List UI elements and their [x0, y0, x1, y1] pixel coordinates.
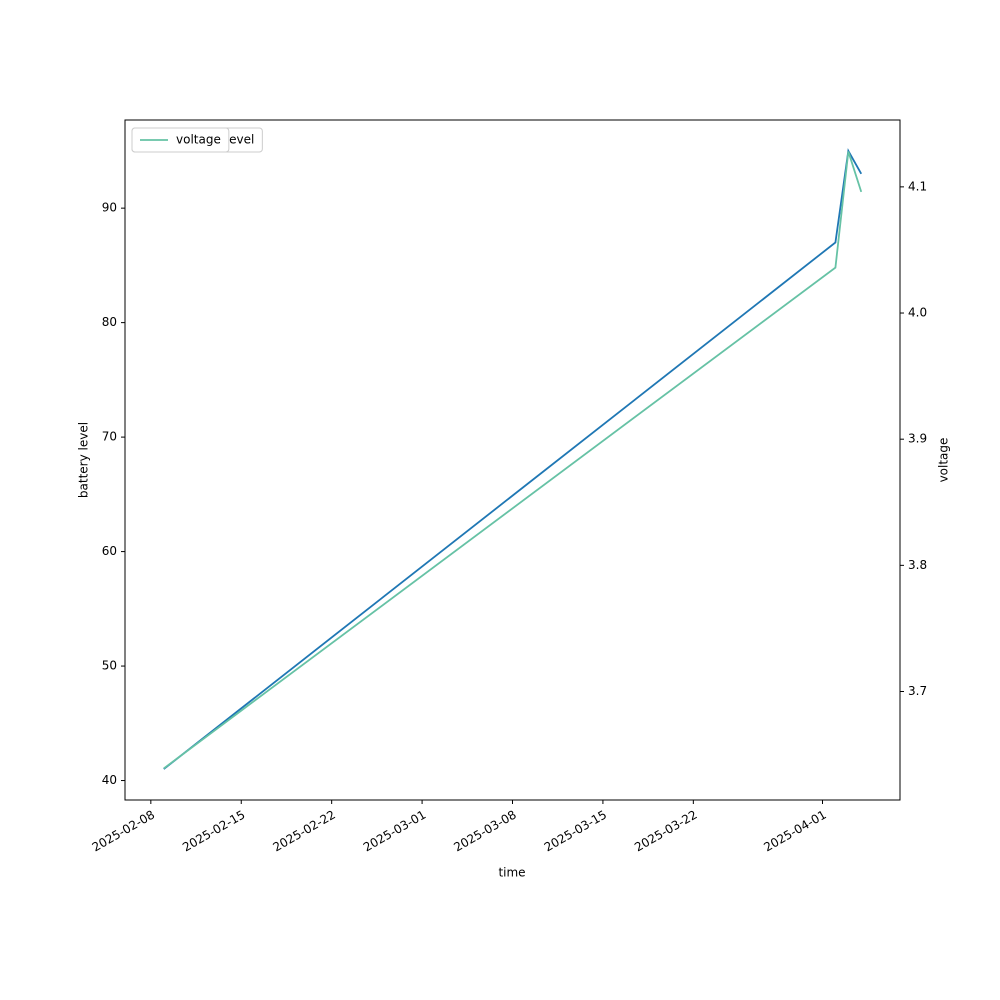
x-tick-label: 2025-02-22	[271, 808, 338, 855]
y2-tick-label: 4.1	[908, 179, 927, 193]
x-tick-label: 2025-03-15	[542, 808, 609, 855]
x-axis-label: time	[498, 866, 525, 880]
y-axis-label: battery level	[77, 422, 91, 498]
x-tick-label: 2025-02-15	[180, 808, 247, 855]
plot-frame	[124, 119, 901, 801]
y-tick-label: 50	[102, 659, 117, 673]
legend-box	[131, 127, 230, 153]
x-tick-label: 2025-04-01	[761, 808, 828, 855]
y2-axis-label: voltage	[937, 438, 951, 483]
y2-tick-label: 3.9	[908, 432, 927, 446]
legend-label: voltage	[176, 133, 221, 147]
y-tick-label: 70	[102, 430, 117, 444]
series-line	[163, 151, 863, 770]
x-tick-label: 2025-03-01	[361, 808, 428, 855]
y-tick-label: 40	[102, 773, 117, 787]
y-tick-label: 90	[102, 201, 117, 215]
y-tick-label: 80	[102, 315, 117, 329]
series-line	[163, 148, 863, 770]
y2-tick-label: 4.0	[908, 306, 927, 320]
x-tick-label: 2025-03-08	[451, 808, 518, 855]
y2-tick-label: 3.8	[908, 558, 927, 572]
y-tick-label: 60	[102, 544, 117, 558]
x-tick-label: 2025-03-22	[632, 808, 699, 855]
y2-tick-label: 3.7	[908, 684, 927, 698]
x-tick-label: 2025-02-08	[90, 808, 157, 855]
